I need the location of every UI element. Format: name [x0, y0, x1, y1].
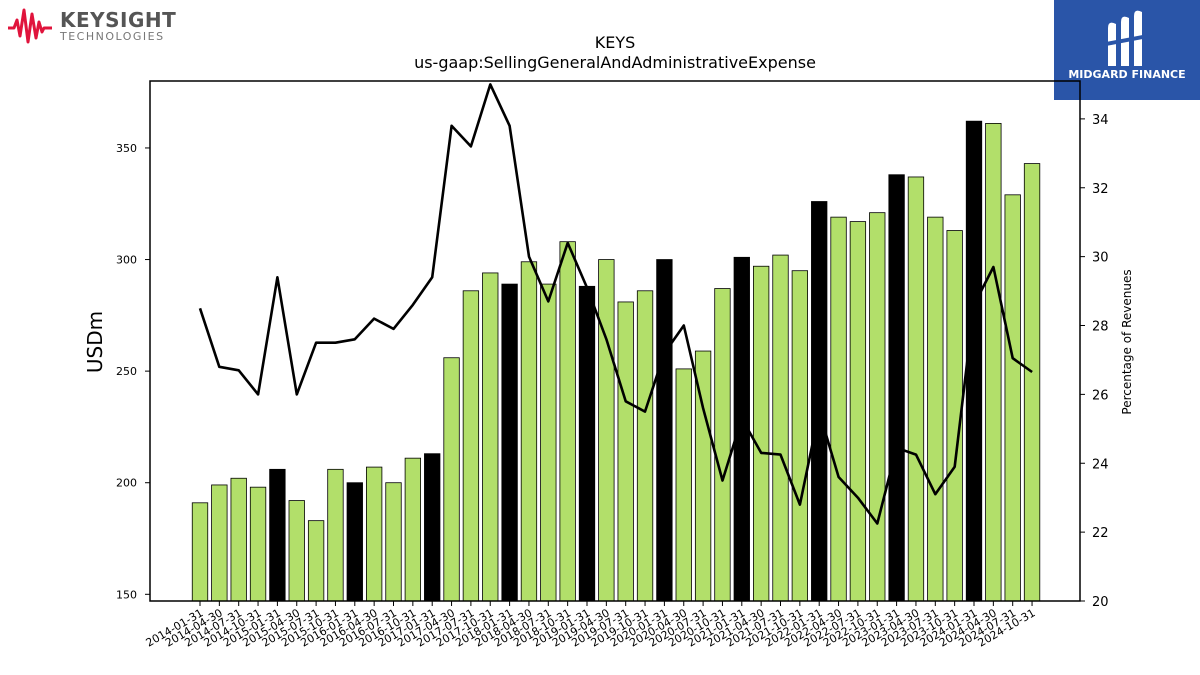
bar-2016-10-31	[404, 457, 422, 602]
y-tick-label: 200	[116, 477, 137, 490]
y2-axis-label: Percentage of Revenues	[1120, 269, 1134, 414]
bar-2017-07-31	[462, 290, 480, 602]
bar-2014-01-31	[191, 502, 209, 602]
midgard-finance-logo: MIDGARD FINANCE	[1054, 0, 1200, 100]
bar-2017-10-31	[482, 272, 499, 602]
chart-subtitle: us-gaap:SellingGeneralAndAdministrativeE…	[414, 53, 816, 72]
bar-2015-01-31	[269, 468, 286, 602]
bar-2022-04-30	[830, 216, 847, 602]
chart-title: KEYS	[595, 33, 636, 52]
bar-2019-10-31	[636, 290, 654, 602]
bar-2017-01-31	[424, 453, 441, 602]
y2-tick-label: 22	[1092, 526, 1109, 541]
bar-2021-10-31	[791, 270, 808, 602]
line-percentage-of-revenues	[198, 83, 1033, 525]
keysight-wave-icon	[8, 8, 52, 44]
bar-2022-07-31	[849, 221, 867, 602]
y2-tick-label: 26	[1092, 388, 1109, 403]
line-series	[198, 83, 1033, 525]
bar-2020-01-31	[656, 259, 673, 602]
bar-2014-10-31	[249, 486, 267, 602]
bar-2019-04-30	[598, 259, 615, 602]
bar-2023-04-30	[907, 176, 925, 602]
y-tick-label: 150	[116, 588, 137, 601]
bar-2014-04-30	[211, 484, 228, 602]
y2-tick-label: 28	[1092, 320, 1109, 335]
bar-2024-07-31	[1004, 194, 1021, 602]
bar-2019-07-31	[617, 301, 634, 602]
bar-2018-04-30	[520, 261, 538, 602]
y2-tick-label: 34	[1092, 113, 1109, 128]
logo-subtitle: TECHNOLOGIES	[60, 30, 165, 43]
bar-2022-01-31	[811, 201, 828, 602]
logo-wordmark: KEYSIGHT	[60, 8, 177, 32]
bar-2018-07-31	[540, 283, 557, 602]
bar-2024-04-30	[985, 123, 1002, 602]
y-axis-label: USDm	[83, 311, 107, 373]
y-tick-label: 250	[116, 365, 137, 378]
y2-tick-label: 24	[1092, 457, 1109, 472]
bar-2024-10-31	[1023, 163, 1041, 602]
bar-2015-04-30	[288, 500, 305, 602]
y2-tick-label: 32	[1092, 182, 1109, 197]
logo-brand-text: MIDGARD FINANCE	[1068, 68, 1186, 81]
bar-2018-01-31	[501, 283, 518, 602]
bar-2022-10-31	[869, 212, 886, 602]
bar-2016-04-30	[365, 466, 383, 602]
bar-2014-07-31	[230, 477, 247, 602]
x-axis: 2014-01-312014-04-302014-07-312014-10-31…	[144, 601, 1038, 650]
bar-2018-10-31	[559, 241, 576, 602]
bar-2021-07-31	[772, 254, 789, 602]
bar-2015-07-31	[307, 520, 325, 602]
bar-2023-07-31	[927, 216, 944, 602]
bar-2021-04-30	[753, 265, 770, 602]
y-tick-label: 350	[116, 142, 137, 155]
plot-frame	[149, 80, 1081, 602]
bar-2019-01-31	[578, 285, 596, 602]
bar-2016-01-31	[346, 482, 363, 602]
bar-2015-10-31	[327, 468, 344, 602]
bar-2020-04-30	[675, 368, 692, 602]
bar-2023-01-31	[888, 174, 905, 602]
y-tick-label: 300	[116, 254, 137, 267]
y2-tick-label: 20	[1092, 595, 1109, 610]
y2-tick-label: 30	[1092, 251, 1109, 266]
right-axis: 20 22 24 26 28 30 32 34	[1080, 113, 1109, 610]
bar-2016-07-31	[385, 482, 402, 602]
keysight-logo: KEYSIGHT TECHNOLOGIES	[6, 6, 176, 46]
bar-2020-10-31	[714, 288, 731, 602]
midgard-mark-icon	[1106, 10, 1148, 67]
bar-series	[191, 120, 1041, 602]
left-axis: 150 200 250 300 350	[116, 142, 150, 601]
bar-2017-04-30	[443, 357, 460, 602]
